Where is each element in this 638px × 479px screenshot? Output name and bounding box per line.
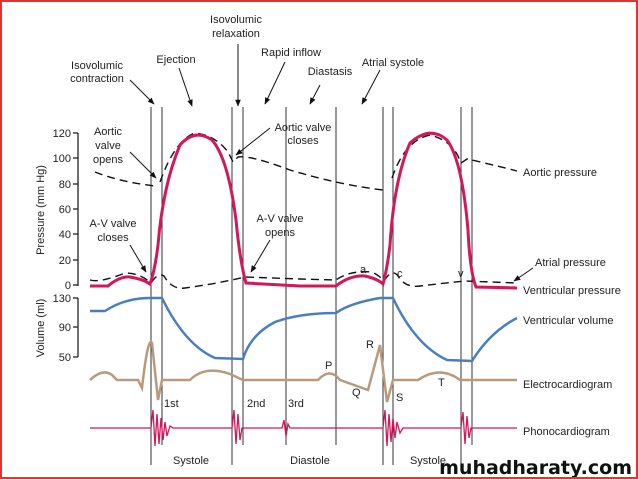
- label-electrocardiogram: Electrocardiogram: [523, 379, 612, 391]
- pressure-tick: 20: [59, 255, 71, 267]
- ventricular-pressure-trace: [90, 131, 518, 290]
- pressure-tick: 80: [59, 179, 71, 191]
- label-wave-a: a: [360, 264, 367, 276]
- label-wave-c: c: [397, 268, 403, 280]
- volume-axis-label: Volume (ml): [35, 299, 47, 358]
- phase-lines: [150, 107, 473, 465]
- pressure-tick: 40: [59, 229, 71, 241]
- label-av-valve-opens: opens: [265, 227, 295, 239]
- phase-arrows: [129, 44, 534, 282]
- label-sound-2nd: 2nd: [247, 398, 265, 410]
- label-ventricular-pressure: Ventricular pressure: [523, 285, 621, 297]
- label-ecg-s: S: [396, 392, 403, 404]
- label-isovolumic-relaxation: Isovolumic: [210, 14, 262, 26]
- label-aortic-valve-closes: Aortic valve: [275, 122, 332, 134]
- label-ecg-q: Q: [352, 387, 361, 399]
- volume-tick: 130: [53, 293, 71, 305]
- label-sound-3rd: 3rd: [288, 398, 304, 410]
- watermark: muhadharaty.com: [439, 457, 632, 479]
- label-atrial-systole: Atrial systole: [362, 57, 424, 69]
- label-isovolumic-relaxation: relaxation: [212, 28, 260, 40]
- label-isovolumic-contraction: Isovolumic: [71, 60, 123, 72]
- label-systole: Systole: [173, 455, 209, 467]
- label-wave-v: v: [458, 268, 464, 280]
- label-phonocardiogram: Phonocardiogram: [523, 426, 610, 438]
- label-aortic-pressure: Aortic pressure: [523, 167, 597, 179]
- ecg-trace: [89, 340, 517, 403]
- pressure-tick: 120: [53, 128, 71, 140]
- pressure-tick: 60: [59, 204, 71, 216]
- label-av-valve-opens: A-V valve: [256, 213, 303, 225]
- pressure-axis-label: Pressure (mm Hg): [35, 165, 47, 255]
- label-aortic-valve-opens: Aortic: [94, 126, 123, 138]
- label-isovolumic-contraction: contraction: [70, 73, 124, 85]
- label-aortic-valve-opens: opens: [93, 154, 123, 166]
- pressure-tick: 100: [53, 153, 71, 165]
- label-av-valve-closes: closes: [97, 232, 129, 244]
- label-av-valve-closes: A-V valve: [89, 218, 136, 230]
- volume-axis: [73, 297, 79, 358]
- label-sound-1st: 1st: [164, 398, 179, 410]
- label-aortic-valve-closes: closes: [287, 135, 319, 147]
- pressure-axis: [73, 132, 79, 286]
- label-diastole: Diastole: [290, 455, 330, 467]
- volume-tick: 50: [59, 352, 71, 364]
- label-ejection: Ejection: [156, 54, 195, 66]
- label-ecg-t: T: [438, 377, 445, 389]
- label-ecg-r: R: [366, 339, 374, 351]
- pressure-tick: 0: [65, 280, 71, 292]
- label-atrial-pressure: Atrial pressure: [535, 257, 606, 269]
- label-aortic-valve-opens: valve: [95, 140, 121, 152]
- label-ventricular-volume: Ventricular volume: [523, 315, 614, 327]
- volume-tick: 90: [59, 322, 71, 334]
- phonocardiogram-trace: [90, 409, 517, 447]
- atrial-pressure-trace: [89, 270, 518, 289]
- label-ecg-p: P: [325, 360, 332, 372]
- label-systole: Systole: [410, 455, 446, 467]
- ventricular-volume-trace: [90, 296, 518, 363]
- label-diastasis: Diastasis: [308, 66, 353, 78]
- label-rapid-inflow: Rapid inflow: [261, 47, 321, 59]
